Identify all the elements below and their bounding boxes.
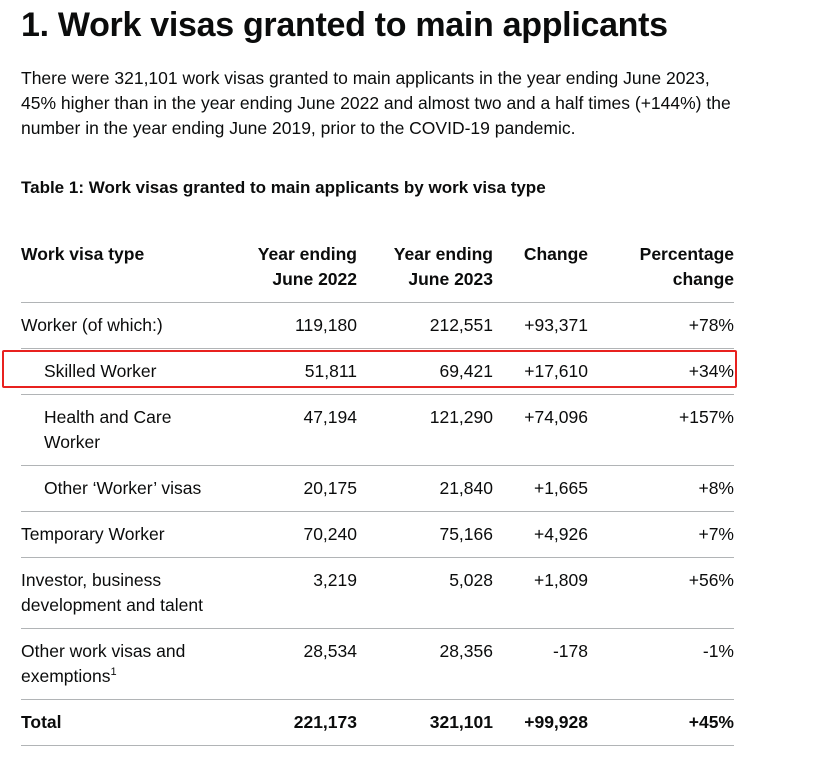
- cell-type: Other ‘Worker’ visas: [44, 478, 202, 498]
- intro-paragraph: There were 321,101 work visas granted to…: [21, 68, 731, 138]
- cell-change: +4,926: [533, 524, 588, 544]
- cell-pct: +78%: [688, 315, 734, 335]
- cell-pct: +7%: [698, 524, 734, 544]
- cell-2023: 121,290: [429, 407, 493, 427]
- cell-type: Skilled Worker: [44, 361, 157, 381]
- cell-change: +99,928: [524, 712, 588, 732]
- cell-type: Investor, business development and talen…: [21, 570, 203, 615]
- cell-2023: 321,101: [429, 712, 493, 732]
- cell-pct: +157%: [679, 407, 734, 427]
- cell-pct: +45%: [688, 712, 734, 732]
- header-year-2022: Year ending June 2022: [257, 244, 357, 289]
- cell-change: +93,371: [524, 315, 588, 335]
- cell-2023: 5,028: [449, 570, 493, 590]
- cell-change: -178: [552, 641, 588, 661]
- cell-2022: 47,194: [303, 407, 357, 427]
- table-row-worker: Worker (of which:) 119,180 212,551 +93,3…: [21, 303, 734, 349]
- cell-type: Temporary Worker: [21, 524, 165, 544]
- cell-2022: 28,534: [303, 641, 357, 661]
- cell-2023: 212,551: [429, 315, 493, 335]
- table-header-row: Work visa type Year ending June 2022 Year…: [21, 232, 734, 303]
- table-row-skilled-worker: Skilled Worker 51,811 69,421 +17,610 +34…: [21, 349, 734, 395]
- cell-pct: +56%: [688, 570, 734, 590]
- cell-2022: 221,173: [293, 712, 357, 732]
- table-row-temporary-worker: Temporary Worker 70,240 75,166 +4,926 +7…: [21, 512, 734, 558]
- cell-2022: 119,180: [295, 315, 357, 335]
- cell-2022: 70,240: [303, 524, 357, 544]
- header-work-visa-type: Work visa type: [21, 244, 145, 264]
- cell-type: Health and Care Worker: [44, 407, 172, 452]
- work-visas-table: Work visa type Year ending June 2022 Year…: [21, 232, 734, 746]
- cell-type: Worker (of which:): [21, 315, 163, 335]
- cell-2023: 75,166: [439, 524, 493, 544]
- cell-pct: -1%: [702, 641, 734, 661]
- cell-change: +1,809: [533, 570, 588, 590]
- cell-2023: 21,840: [439, 478, 493, 498]
- footnote-marker[interactable]: 1: [110, 666, 117, 679]
- header-change: Change: [523, 244, 588, 264]
- table-row-investor: Investor, business development and talen…: [21, 558, 734, 629]
- cell-change: +1,665: [533, 478, 588, 498]
- cell-type: Other work visas and exemptions1: [21, 641, 186, 686]
- cell-change: +17,610: [524, 361, 588, 381]
- cell-pct: +34%: [688, 361, 734, 381]
- page-title: 1. Work visas granted to main applicants: [21, 6, 668, 44]
- table-row-other-work-visas: Other work visas and exemptions1 28,534 …: [21, 629, 734, 700]
- table-row-other-worker: Other ‘Worker’ visas 20,175 21,840 +1,66…: [21, 466, 734, 512]
- cell-2023: 28,356: [439, 641, 493, 661]
- table-row-total: Total 221,173 321,101 +99,928 +45%: [21, 700, 734, 746]
- cell-2023: 69,421: [439, 361, 493, 381]
- header-percentage-change: Percentage change: [639, 244, 734, 289]
- table-row-health-care: Health and Care Worker 47,194 121,290 +7…: [21, 395, 734, 466]
- table-caption: Table 1: Work visas granted to main appl…: [21, 178, 546, 197]
- cell-type: Total: [21, 712, 62, 732]
- cell-pct: +8%: [698, 478, 734, 498]
- cell-change: +74,096: [524, 407, 588, 427]
- cell-2022: 51,811: [304, 361, 357, 381]
- cell-2022: 3,219: [313, 570, 357, 590]
- header-year-2023: Year ending June 2023: [393, 244, 493, 289]
- cell-2022: 20,175: [303, 478, 357, 498]
